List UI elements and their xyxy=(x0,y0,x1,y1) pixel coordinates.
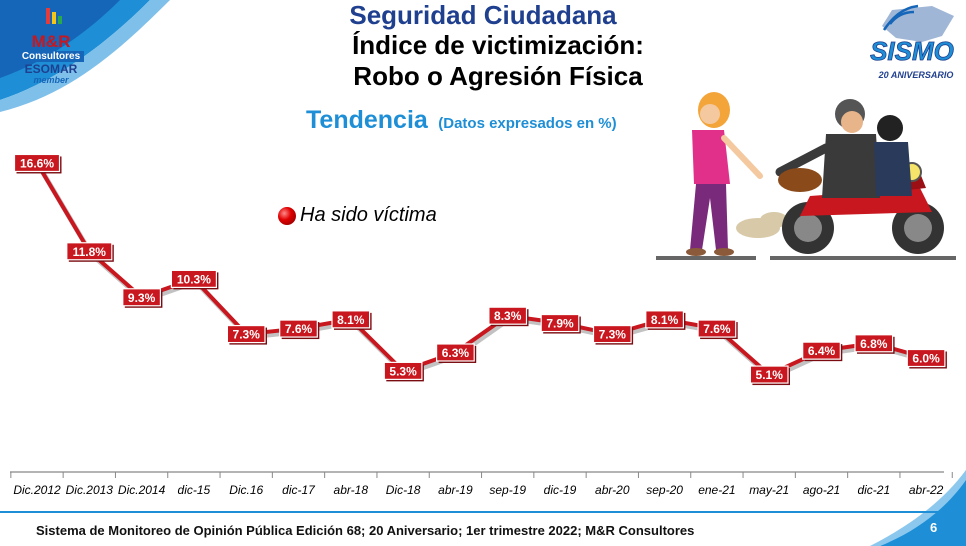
x-tick-label: abr-22 xyxy=(909,483,944,497)
data-point-marker xyxy=(436,343,475,362)
logo-mr-text: M&R xyxy=(31,32,71,51)
data-point-marker xyxy=(645,310,684,329)
sismo-logo: SISMO 20 ANIVERSARIO xyxy=(862,2,962,84)
data-point-marker xyxy=(13,153,61,173)
page-title: Seguridad Ciudadana xyxy=(349,0,617,30)
x-tick-label: dic-17 xyxy=(282,483,316,497)
logo-member-text: member xyxy=(33,75,69,85)
data-label: 6.8% xyxy=(860,337,888,351)
data-label: 8.3% xyxy=(494,309,522,323)
x-tick-label: Dic.2012 xyxy=(13,483,61,497)
footer-text: Sistema de Monitoreo de Opinión Pública … xyxy=(36,523,695,538)
data-label: 7.6% xyxy=(285,322,313,336)
x-tick-label: Dic.16 xyxy=(229,483,263,497)
series-line xyxy=(35,161,927,377)
x-tick-label: sep-19 xyxy=(489,483,526,497)
page-number: 6 xyxy=(930,520,938,535)
x-tick-label: Dic.2013 xyxy=(66,483,114,497)
data-label: 6.0% xyxy=(912,352,940,366)
data-point-marker xyxy=(122,288,162,307)
x-tick-label: abr-20 xyxy=(595,483,630,497)
data-point-marker xyxy=(279,319,318,338)
data-label: 16.6% xyxy=(20,156,54,170)
x-tick-label: abr-19 xyxy=(438,483,473,497)
data-point-marker xyxy=(66,242,113,261)
robbery-illustration xyxy=(656,92,956,260)
subtitle-main: Tendencia xyxy=(306,106,428,134)
data-label: 7.3% xyxy=(233,328,261,342)
logo-esomar-text: ESOMAR xyxy=(24,62,78,76)
x-tick-label: abr-18 xyxy=(334,483,369,497)
data-point-marker xyxy=(226,324,266,344)
data-label: 6.4% xyxy=(808,344,836,358)
data-label: 5.3% xyxy=(389,364,417,378)
logo-graphic-icon xyxy=(28,8,74,32)
data-label: 7.3% xyxy=(599,328,627,342)
x-tick-label: ene-21 xyxy=(698,483,735,497)
sismo-name-text: SISMO xyxy=(870,36,954,66)
x-tick-label: Dic-18 xyxy=(386,483,421,497)
data-point-marker xyxy=(383,361,423,380)
data-label: 11.8% xyxy=(73,245,107,259)
x-tick-label: dic-21 xyxy=(857,483,890,497)
x-tick-label: sep-20 xyxy=(646,483,683,497)
data-point-marker xyxy=(331,310,371,329)
data-point-marker xyxy=(540,313,580,333)
sismo-tagline-text: 20 ANIVERSARIO xyxy=(878,70,954,80)
legend-label: Ha sido víctima xyxy=(300,204,437,226)
data-label: 10.3% xyxy=(177,272,211,286)
legend-marker-icon xyxy=(278,206,296,225)
data-label: 9.3% xyxy=(128,291,156,305)
data-label: 8.1% xyxy=(337,313,365,327)
data-point-marker xyxy=(906,348,946,368)
page-title-line2: Índice de victimización: xyxy=(352,30,644,60)
page-title-line3: Robo o Agresión Física xyxy=(353,61,643,91)
data-point-marker xyxy=(749,365,789,384)
mr-consultores-logo: M&R Consultores ESOMAR member xyxy=(18,4,84,86)
data-label: 5.1% xyxy=(756,368,784,382)
x-tick-label: may-21 xyxy=(749,483,789,497)
x-tick-label: ago-21 xyxy=(803,483,840,497)
data-point-marker xyxy=(592,324,632,344)
x-tick-label: Dic.2014 xyxy=(118,483,166,497)
x-tick-label: dic-15 xyxy=(178,483,211,497)
data-label: 8.1% xyxy=(651,313,679,327)
data-point-marker xyxy=(854,334,894,353)
data-point-marker xyxy=(697,319,737,338)
chart-subtitle: Tendencia (Datos expresados en %) xyxy=(306,106,617,135)
data-point-marker xyxy=(488,306,528,325)
data-label: 7.9% xyxy=(546,317,574,331)
subtitle-note: (Datos expresados en %) xyxy=(438,115,617,132)
data-label: 7.6% xyxy=(703,322,731,336)
chart-legend: Ha sido víctima xyxy=(278,204,437,227)
x-tick-label: dic-19 xyxy=(544,483,577,497)
footer-divider xyxy=(0,511,966,513)
data-point-marker xyxy=(802,341,841,360)
logo-consultores-text: Consultores xyxy=(18,51,84,62)
sismo-map-icon: SISMO 20 ANIVERSARIO xyxy=(870,4,954,80)
data-point-marker xyxy=(170,269,217,288)
data-label: 6.3% xyxy=(442,346,470,360)
